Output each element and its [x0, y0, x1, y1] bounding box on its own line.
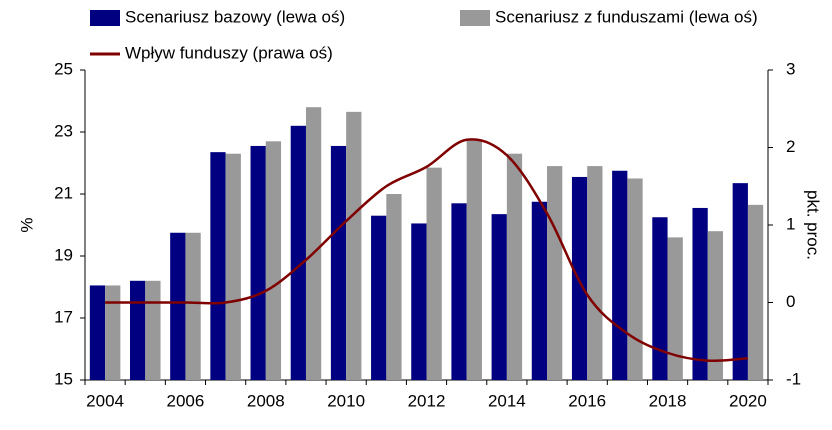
line	[105, 138, 748, 363]
y2-axis-label: pkt. proc.	[804, 190, 823, 260]
bar	[571, 176, 588, 380]
y-tick-label: 25	[54, 59, 73, 78]
bar	[491, 214, 507, 380]
bar	[707, 231, 724, 380]
bar	[346, 111, 362, 380]
x-tick-label: 2016	[568, 391, 606, 410]
bar	[531, 201, 548, 380]
bar	[210, 152, 226, 380]
legend-label: Wpływ funduszy (prawa oś)	[125, 43, 333, 62]
bar	[547, 166, 563, 380]
bar	[451, 203, 467, 380]
bar	[506, 153, 523, 380]
x-tick-label: 2018	[649, 391, 687, 410]
y2-tick-label: 0	[786, 292, 795, 311]
y2-tick-label: -1	[786, 369, 801, 388]
bar	[426, 167, 442, 380]
legend-label: Scenariusz bazowy (lewa oś)	[125, 7, 345, 26]
legend-label: Scenariusz z funduszami (lewa oś)	[495, 7, 758, 26]
bar	[371, 215, 387, 380]
y2-tick-label: 3	[786, 59, 795, 78]
bar	[692, 207, 708, 380]
bar	[732, 183, 748, 380]
y-tick-label: 15	[54, 369, 73, 388]
bar	[170, 232, 186, 380]
bar	[89, 285, 106, 380]
y-tick-label: 17	[54, 307, 73, 326]
bar	[265, 141, 282, 380]
bar	[145, 280, 161, 380]
y2-tick-label: 2	[786, 137, 795, 156]
bar	[129, 280, 146, 380]
x-tick-label: 2006	[167, 391, 205, 410]
bar	[411, 223, 427, 380]
bar	[386, 194, 402, 380]
x-tick-label: 2008	[247, 391, 285, 410]
bar	[225, 153, 241, 380]
bar	[587, 166, 603, 380]
y-axis-label: %	[17, 217, 36, 232]
x-tick-label: 2010	[327, 391, 365, 410]
bar	[612, 170, 628, 380]
x-tick-label: 2012	[408, 391, 446, 410]
bar	[466, 139, 482, 380]
bar	[667, 237, 683, 380]
bar	[250, 145, 266, 380]
bar	[747, 204, 764, 380]
y-tick-label: 23	[54, 121, 73, 140]
bar	[305, 107, 322, 380]
bar	[652, 217, 668, 380]
x-tick-label: 2020	[729, 391, 767, 410]
y-tick-label: 19	[54, 245, 73, 264]
legend-swatch	[90, 10, 120, 26]
x-tick-label: 2014	[488, 391, 526, 410]
bar	[290, 125, 306, 380]
legend-swatch	[460, 10, 490, 26]
y2-tick-label: 1	[786, 214, 795, 233]
x-tick-label: 2004	[86, 391, 124, 410]
bar	[105, 285, 121, 380]
bar	[330, 145, 347, 380]
bar	[185, 232, 201, 380]
bar	[627, 178, 643, 380]
y-tick-label: 21	[54, 183, 73, 202]
